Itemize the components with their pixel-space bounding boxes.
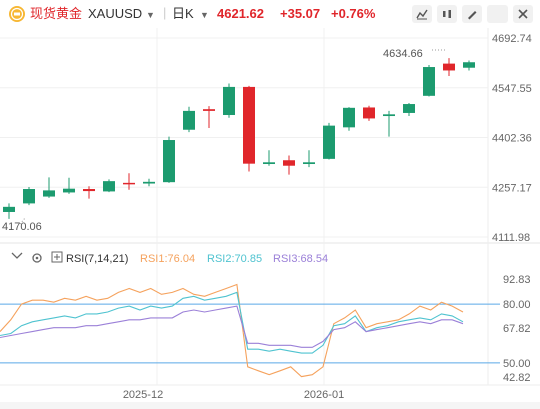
candle-body: [223, 86, 235, 116]
candle: [363, 105, 375, 121]
candle-body: [283, 160, 295, 166]
rsi-line-rsi1: [0, 283, 464, 378]
min-price-label: 4170.06: [2, 221, 42, 233]
candle: [443, 58, 455, 76]
symbol-name[interactable]: 现货黄金: [30, 6, 83, 21]
candle: [123, 173, 135, 190]
candle: [403, 103, 415, 117]
chart-toolbar: 现货黄金 XAUUSD ▼ | 日K ▼ 4621.62 +35.07 +0.7…: [0, 0, 540, 28]
candle: [383, 110, 395, 137]
price-change-percent: +0.76%: [331, 6, 376, 21]
candle-body: [383, 114, 395, 117]
rsi-legend: RSI(7,14,21) RSI1:76.04 RSI2:70.85 RSI3:…: [11, 251, 328, 265]
candle-body: [363, 107, 375, 119]
rsi3-legend: RSI3:68.54: [273, 253, 328, 265]
bottom-scrollbar[interactable]: [0, 402, 540, 409]
rsi-reference-lines: [0, 303, 500, 364]
draw-icon[interactable]: [462, 5, 482, 23]
candle-body: [423, 67, 435, 96]
candle-body: [43, 190, 55, 197]
min-price-marker: [19, 217, 26, 225]
candle-body: [203, 109, 215, 111]
price-change: +35.07: [280, 6, 321, 21]
price-tick-label: 4111.98: [492, 232, 530, 244]
candle-body: [323, 125, 335, 159]
candle: [23, 186, 35, 206]
candle: [83, 186, 95, 199]
rsi-axis-labels: 92.83 80.00 67.82 50.00 42.82: [503, 274, 531, 384]
candle: [143, 178, 155, 187]
rsi-add-icon[interactable]: [51, 251, 63, 263]
price-tick-label: 4257.17: [492, 182, 532, 194]
candle: [463, 60, 475, 71]
candle: [203, 106, 215, 129]
candle: [163, 136, 175, 183]
close-icon[interactable]: [513, 5, 533, 23]
gold-coin-icon: [8, 5, 26, 27]
rsi-tick-label: 42.82: [503, 372, 531, 384]
candle-body: [343, 107, 355, 128]
symbol-code[interactable]: XAUUSD: [88, 6, 143, 21]
candle-body: [83, 189, 95, 192]
candle: [103, 179, 115, 193]
rsi2-legend: RSI2:70.85: [207, 253, 262, 265]
max-price-label: 4634.66: [383, 48, 423, 60]
candle-body: [143, 181, 155, 184]
candle: [183, 106, 195, 133]
candle: [303, 150, 315, 168]
price-axis-labels: 4692.74 4547.55 4402.36 4257.17 4111.98: [492, 33, 532, 244]
time-axis-label: 2025-12: [123, 389, 163, 401]
candle-body: [463, 62, 475, 68]
candle-body: [23, 189, 35, 204]
candle: [263, 150, 275, 166]
candle-body: [303, 162, 315, 165]
candle: [423, 64, 435, 97]
period-selector[interactable]: 日K: [172, 6, 194, 21]
toolbar-divider: |: [163, 5, 167, 20]
candle: [63, 177, 75, 194]
period-dropdown-caret-icon[interactable]: ▼: [200, 10, 209, 20]
candle-body: [263, 162, 275, 165]
candle-body: [443, 63, 455, 71]
candle: [343, 107, 355, 131]
compare-icon[interactable]: [437, 5, 457, 23]
candle: [223, 83, 235, 118]
rsi1-legend: RSI1:76.04: [140, 253, 195, 265]
candle: [283, 155, 295, 175]
last-price: 4621.62: [217, 6, 264, 21]
rsi-series-lines: [0, 283, 464, 378]
time-axis-label: 2026-01: [304, 389, 344, 401]
symbol-dropdown-caret-icon[interactable]: ▼: [146, 10, 155, 20]
candle-body: [123, 182, 135, 185]
candle-body: [243, 86, 255, 164]
candle: [43, 177, 55, 198]
rsi-tick-label: 50.00: [503, 358, 531, 370]
candle: [323, 122, 335, 160]
rsi-indicator-title: RSI(7,14,21): [66, 253, 128, 265]
price-tick-label: 4402.36: [492, 133, 532, 145]
rsi-settings-icon[interactable]: [32, 253, 42, 263]
candle-body: [163, 140, 175, 183]
rsi-tick-label: 67.82: [503, 323, 531, 335]
candle-body: [103, 181, 115, 192]
price-tick-label: 4692.74: [492, 33, 532, 45]
rsi-tick-label: 92.83: [503, 274, 531, 286]
candle: [243, 85, 255, 172]
candle-body: [3, 206, 15, 212]
fullscreen-main-icon[interactable]: [488, 5, 508, 23]
candlestick-series: [3, 49, 475, 225]
rsi-tick-label: 80.00: [503, 299, 531, 311]
time-axis-labels: 2025-12 2026-01: [123, 389, 344, 401]
candle-body: [183, 110, 195, 130]
rsi-line-rsi2: [0, 291, 464, 354]
indicator-icon[interactable]: [412, 5, 432, 23]
candle-body: [63, 188, 75, 193]
price-tick-label: 4547.55: [492, 83, 532, 95]
rsi-line-rsi3: [0, 305, 464, 348]
candle-body: [403, 104, 415, 113]
candle: [3, 203, 15, 219]
rsi-collapse-icon[interactable]: [11, 252, 23, 259]
